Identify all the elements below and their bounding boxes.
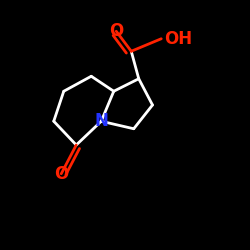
Text: OH: OH [164,30,192,48]
Text: O: O [109,22,124,40]
Text: N: N [94,112,108,130]
Text: O: O [54,165,68,183]
